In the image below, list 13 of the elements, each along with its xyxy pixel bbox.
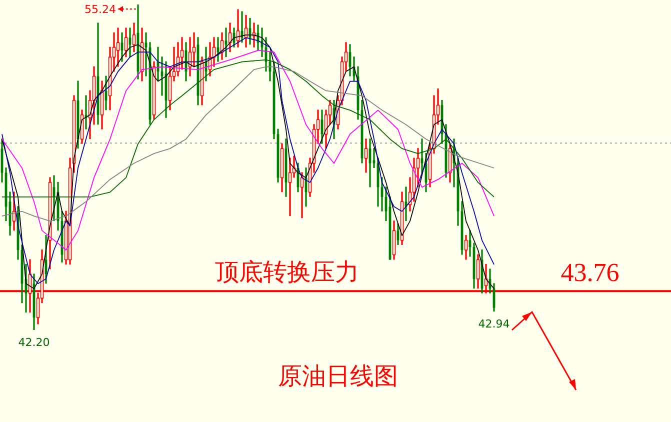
candlestick [464, 234, 468, 261]
candlestick [124, 26, 128, 58]
annotation: 42.94 [478, 318, 510, 331]
ref-line-label: 43.76 [560, 258, 620, 288]
annotation: 55.24 [84, 3, 116, 16]
candlestick [364, 138, 368, 174]
text: 原油日线图 [278, 362, 398, 390]
annotation: 顶底转换压力 [215, 258, 359, 286]
annotation: 42.20 [18, 336, 50, 349]
candlestick [288, 156, 292, 217]
candlestick [476, 253, 480, 290]
candlestick [116, 26, 120, 68]
candlestick [132, 22, 136, 53]
